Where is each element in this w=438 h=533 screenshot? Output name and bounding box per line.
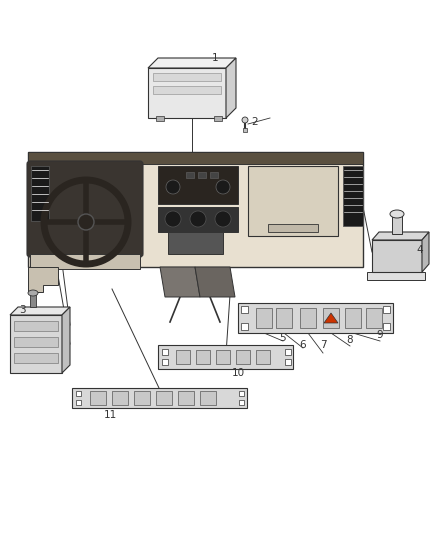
Bar	[30, 293, 36, 307]
Circle shape	[242, 117, 248, 123]
Bar	[30, 254, 140, 269]
Polygon shape	[148, 58, 236, 68]
Bar	[383, 306, 390, 313]
Bar	[158, 166, 238, 204]
Bar	[176, 350, 190, 364]
Text: 5: 5	[280, 333, 286, 343]
Bar	[345, 308, 361, 328]
Text: 6: 6	[300, 340, 306, 350]
Text: 4: 4	[417, 245, 423, 255]
Bar	[28, 152, 363, 164]
Bar	[76, 391, 81, 396]
Bar	[210, 172, 218, 178]
Text: 10: 10	[231, 368, 244, 378]
Polygon shape	[324, 313, 338, 323]
Bar	[276, 308, 292, 328]
Polygon shape	[226, 58, 236, 118]
Bar	[72, 388, 247, 408]
Bar	[241, 323, 248, 330]
Bar	[248, 166, 338, 236]
Polygon shape	[422, 232, 429, 272]
Bar	[90, 391, 106, 405]
Text: 3: 3	[19, 305, 25, 315]
Circle shape	[190, 211, 206, 227]
Polygon shape	[10, 307, 70, 315]
Bar	[76, 400, 81, 405]
Circle shape	[166, 180, 180, 194]
Ellipse shape	[390, 210, 404, 218]
Bar	[256, 350, 270, 364]
Bar	[383, 323, 390, 330]
Bar	[392, 214, 402, 234]
Bar	[112, 391, 128, 405]
Bar	[168, 232, 223, 254]
Polygon shape	[28, 267, 58, 292]
Bar	[236, 350, 250, 364]
Bar	[14, 337, 58, 347]
Bar	[300, 308, 316, 328]
Bar	[178, 391, 194, 405]
Bar	[216, 350, 230, 364]
Text: 1: 1	[212, 53, 218, 63]
Bar	[200, 391, 216, 405]
Bar	[198, 172, 206, 178]
Bar	[156, 116, 164, 121]
Bar	[14, 353, 58, 363]
Polygon shape	[148, 68, 226, 118]
Polygon shape	[160, 267, 200, 297]
Bar	[214, 116, 222, 121]
Polygon shape	[372, 240, 422, 272]
Bar	[239, 391, 244, 396]
Bar	[256, 308, 272, 328]
Text: 7: 7	[320, 340, 326, 350]
Bar	[156, 391, 172, 405]
Bar	[243, 128, 247, 132]
Polygon shape	[62, 307, 70, 373]
Bar	[366, 308, 382, 328]
Bar	[238, 303, 393, 333]
Bar	[153, 86, 221, 94]
Bar	[239, 400, 244, 405]
Bar	[162, 359, 168, 365]
Bar	[31, 166, 49, 221]
Bar	[285, 359, 291, 365]
Bar	[28, 152, 363, 267]
Polygon shape	[372, 232, 429, 240]
Bar	[268, 224, 318, 232]
Bar	[343, 166, 363, 226]
Bar	[14, 321, 58, 331]
Text: 11: 11	[103, 410, 117, 420]
Bar	[241, 306, 248, 313]
Bar	[153, 73, 221, 81]
Bar	[285, 349, 291, 355]
Bar	[158, 207, 238, 232]
Bar	[162, 349, 168, 355]
Bar	[323, 308, 339, 328]
Polygon shape	[195, 267, 235, 297]
Circle shape	[78, 214, 94, 230]
Ellipse shape	[28, 290, 38, 296]
Bar	[134, 391, 150, 405]
Text: 9: 9	[377, 330, 383, 340]
Bar	[196, 350, 210, 364]
Text: 2: 2	[252, 117, 258, 127]
Polygon shape	[10, 315, 62, 373]
FancyBboxPatch shape	[27, 161, 143, 257]
Bar	[186, 172, 194, 178]
Circle shape	[215, 211, 231, 227]
Circle shape	[165, 211, 181, 227]
Circle shape	[216, 180, 230, 194]
Polygon shape	[367, 272, 425, 280]
Text: 8: 8	[347, 335, 353, 345]
Bar	[158, 345, 293, 369]
